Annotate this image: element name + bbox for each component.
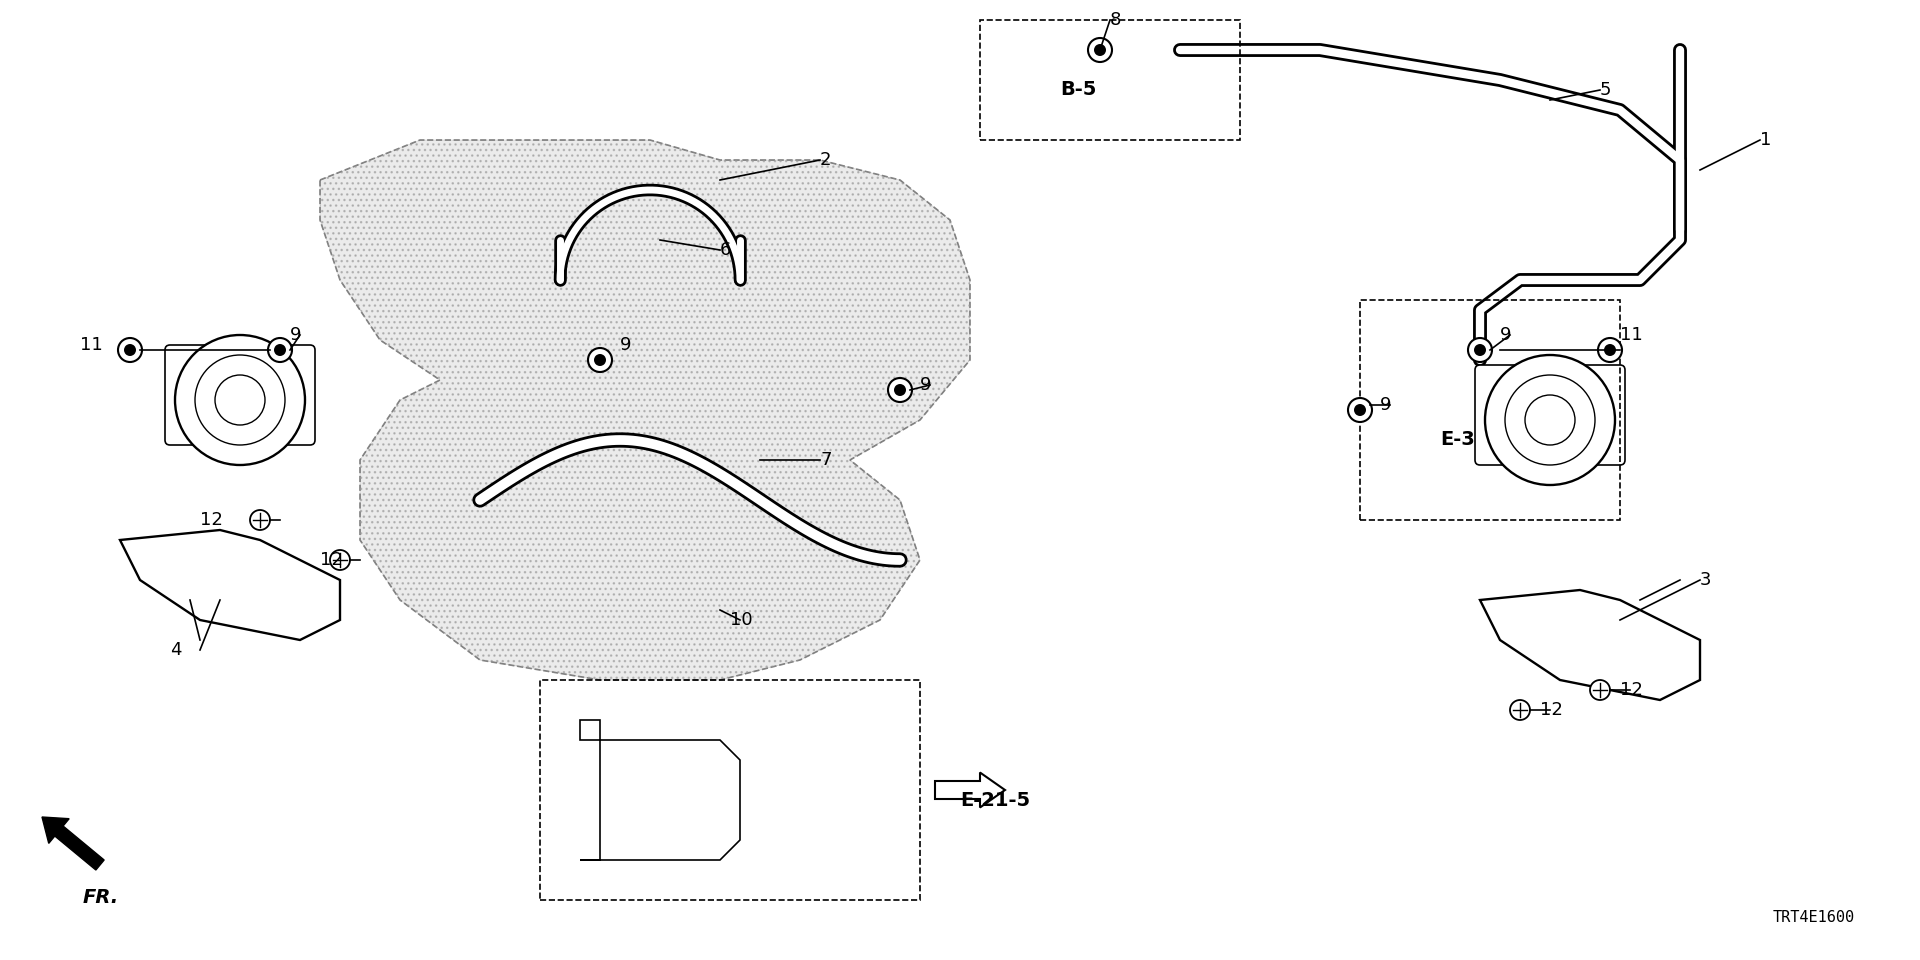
- Text: 9: 9: [290, 326, 301, 344]
- Polygon shape: [580, 720, 739, 860]
- Circle shape: [1089, 38, 1112, 62]
- Text: E-3: E-3: [1440, 430, 1475, 449]
- Text: 3: 3: [1699, 571, 1711, 589]
- Circle shape: [250, 510, 271, 530]
- Text: 12: 12: [200, 511, 223, 529]
- Text: B-5: B-5: [1060, 81, 1096, 100]
- Text: 9: 9: [1380, 396, 1392, 414]
- Circle shape: [593, 354, 607, 366]
- Circle shape: [175, 335, 305, 465]
- Polygon shape: [321, 140, 970, 680]
- Circle shape: [117, 338, 142, 362]
- Text: 7: 7: [820, 451, 831, 469]
- Circle shape: [1354, 404, 1365, 416]
- Circle shape: [1094, 44, 1106, 56]
- Text: 9: 9: [1500, 326, 1511, 344]
- Circle shape: [330, 550, 349, 570]
- Circle shape: [275, 344, 286, 356]
- Text: 9: 9: [920, 376, 931, 394]
- Text: FR.: FR.: [83, 888, 119, 907]
- Polygon shape: [119, 530, 340, 640]
- FancyBboxPatch shape: [1475, 365, 1624, 465]
- Circle shape: [1469, 338, 1492, 362]
- Text: 5: 5: [1599, 81, 1611, 99]
- Text: 12: 12: [1540, 701, 1563, 719]
- Text: 10: 10: [730, 611, 753, 629]
- Circle shape: [1597, 338, 1622, 362]
- Circle shape: [1509, 700, 1530, 720]
- Circle shape: [1348, 398, 1373, 422]
- Text: E-21-5: E-21-5: [960, 790, 1031, 809]
- Circle shape: [1475, 344, 1486, 356]
- Circle shape: [269, 338, 292, 362]
- Circle shape: [588, 348, 612, 372]
- Circle shape: [1590, 680, 1611, 700]
- Text: 4: 4: [171, 641, 182, 659]
- Circle shape: [895, 384, 906, 396]
- Circle shape: [1603, 344, 1617, 356]
- Text: 11: 11: [1620, 326, 1644, 344]
- Text: 12: 12: [321, 551, 344, 569]
- Polygon shape: [1480, 590, 1699, 700]
- Text: 12: 12: [1620, 681, 1644, 699]
- Text: 8: 8: [1110, 11, 1121, 29]
- FancyArrow shape: [935, 773, 1004, 807]
- Circle shape: [1484, 355, 1615, 485]
- Text: 11: 11: [81, 336, 104, 354]
- Circle shape: [125, 344, 136, 356]
- Text: 2: 2: [820, 151, 831, 169]
- FancyArrow shape: [42, 817, 104, 870]
- Text: 1: 1: [1761, 131, 1772, 149]
- FancyBboxPatch shape: [165, 345, 315, 445]
- Text: 6: 6: [720, 241, 732, 259]
- Circle shape: [889, 378, 912, 402]
- Text: 9: 9: [620, 336, 632, 354]
- Text: TRT4E1600: TRT4E1600: [1772, 910, 1855, 925]
